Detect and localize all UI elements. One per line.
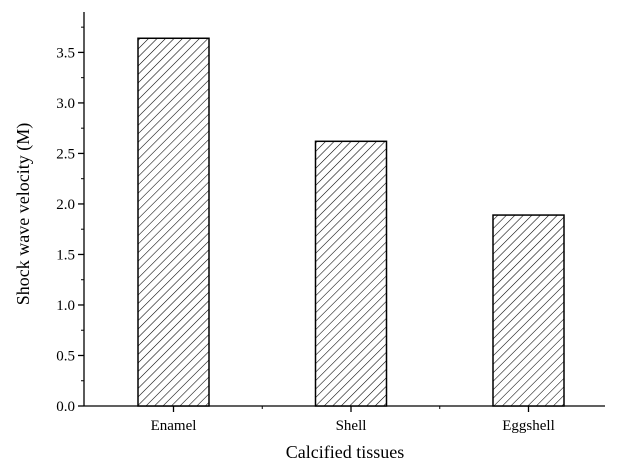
- bars: [137, 37, 565, 407]
- y-tick-label: 2.0: [56, 197, 75, 213]
- y-tick-label: 3.5: [56, 45, 75, 61]
- bar-shell: [314, 140, 388, 407]
- bar-enamel: [137, 37, 210, 407]
- y-tick-label: 0.5: [56, 348, 75, 364]
- y-tick-label: 0.0: [56, 399, 75, 415]
- y-axis-title: Shock wave velocity (M): [13, 123, 34, 305]
- y-tick-label: 2.5: [56, 146, 75, 162]
- y-tick-label: 1.0: [56, 298, 75, 314]
- x-tick-label: Enamel: [151, 418, 197, 434]
- x-tick-label: Eggshell: [502, 418, 555, 434]
- bar-eggshell: [492, 214, 565, 407]
- y-tick-label: 3.0: [56, 96, 75, 112]
- x-tick-label: Shell: [336, 418, 367, 434]
- x-axis-ticks: Enamel Shell Eggshell: [151, 406, 555, 434]
- y-tick-label: 1.5: [56, 247, 75, 263]
- y-axis-ticks: 0.0 0.5 1.0 1.5 2.0 2.5 3.0 3.5: [56, 26, 84, 415]
- x-axis-title: Calcified tissues: [286, 442, 404, 462]
